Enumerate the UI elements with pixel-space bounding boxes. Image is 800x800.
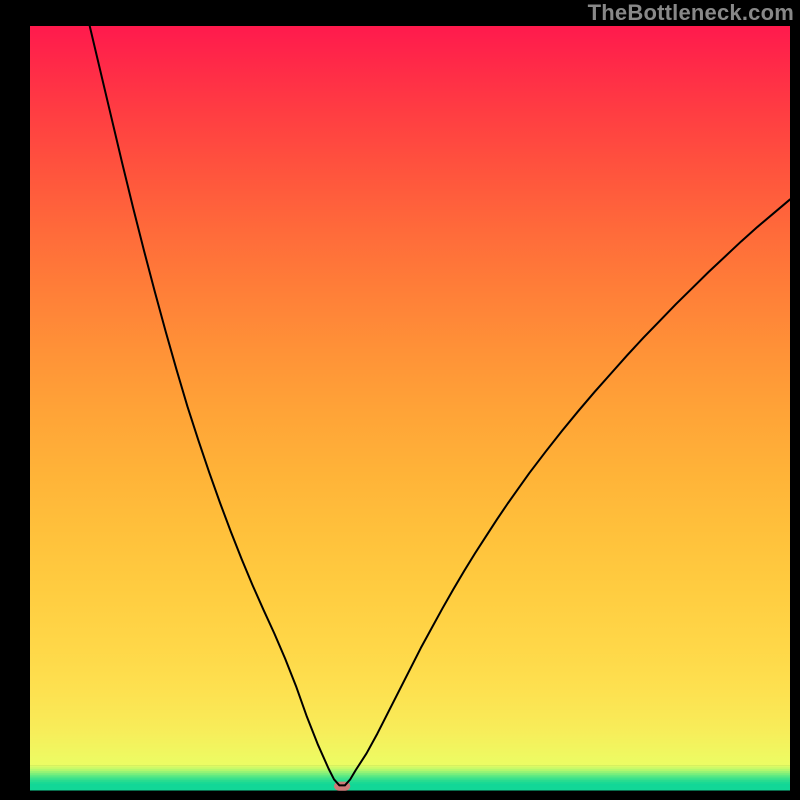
gradient-bg (30, 26, 790, 766)
watermark-text: TheBottleneck.com (588, 0, 794, 26)
bottleneck-chart (0, 0, 800, 800)
chart-stage: TheBottleneck.com (0, 0, 800, 800)
plot-area (30, 26, 790, 791)
green-band-row (30, 784, 790, 791)
